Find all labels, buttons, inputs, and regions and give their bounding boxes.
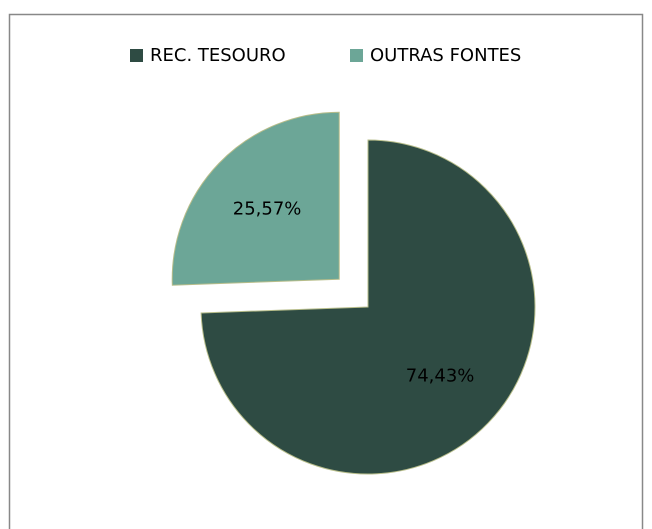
pie-slice	[171, 111, 340, 286]
data-label: 25,57%	[233, 199, 302, 220]
legend-swatch	[350, 49, 363, 62]
legend-swatch	[130, 49, 143, 62]
data-label: 74,43%	[406, 366, 475, 387]
legend-label: REC. TESOURO	[150, 45, 286, 66]
pie-slice	[200, 139, 536, 475]
legend-label: OUTRAS FONTES	[370, 45, 521, 66]
